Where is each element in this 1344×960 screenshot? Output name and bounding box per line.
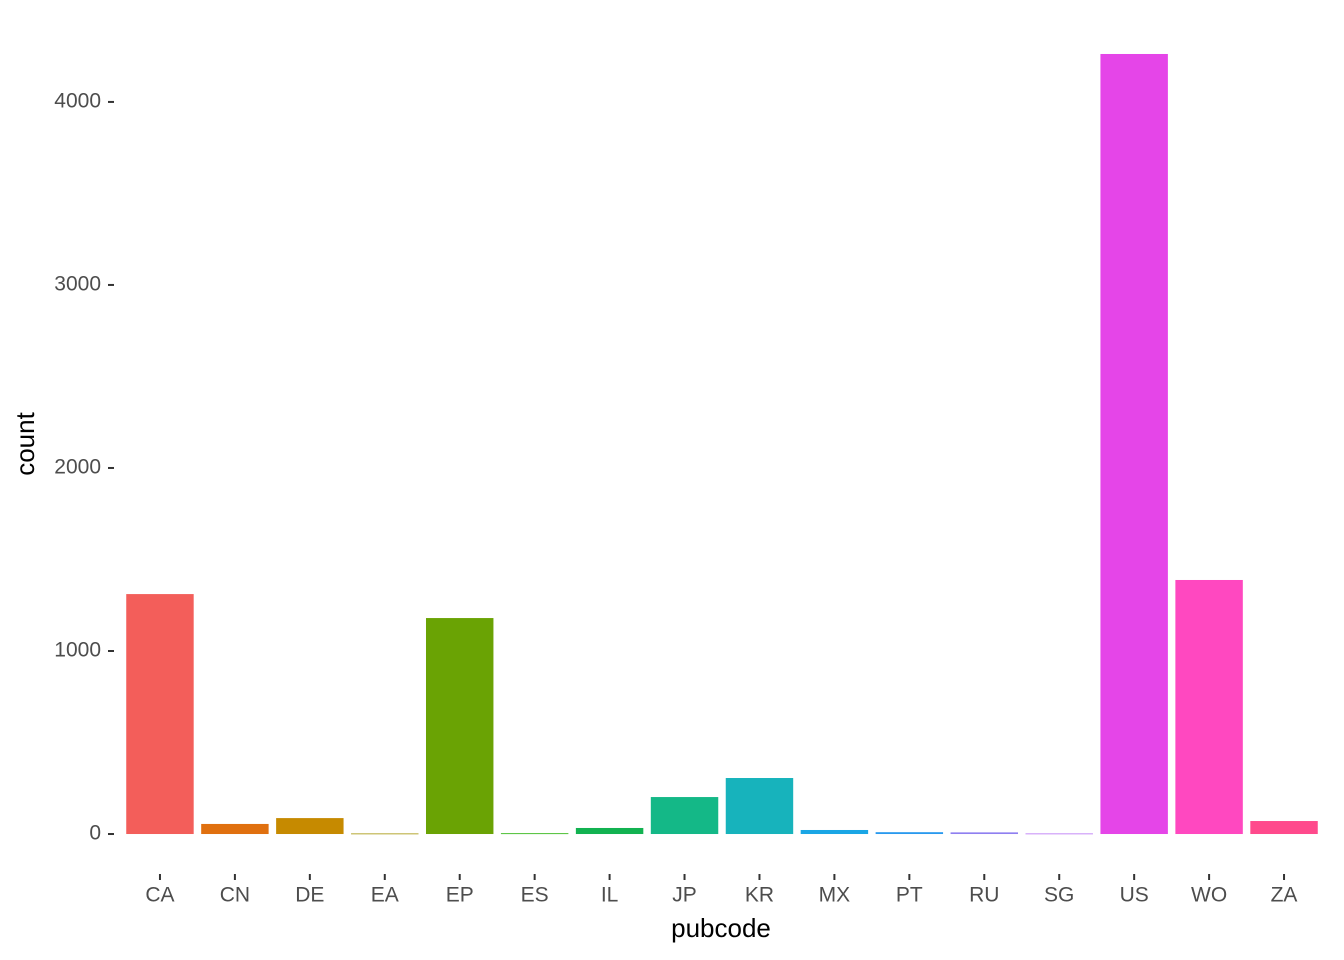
bar — [1100, 54, 1167, 834]
x-tick-label: CA — [145, 884, 174, 907]
x-tick-label: ZA — [1271, 884, 1298, 907]
x-tick-label: DE — [295, 884, 324, 907]
bar — [426, 618, 493, 834]
x-tick-label: ES — [521, 884, 549, 907]
y-tick-label: 1000 — [54, 639, 101, 662]
bar — [126, 594, 193, 834]
x-tick-label: RU — [969, 884, 999, 907]
y-tick-label: 0 — [89, 822, 101, 845]
x-tick-label: EP — [446, 884, 474, 907]
x-tick-label: SG — [1044, 884, 1074, 907]
x-tick-label: JP — [672, 884, 697, 907]
bar — [576, 828, 643, 834]
x-tick-label: IL — [601, 884, 619, 907]
y-axis-title: count — [10, 411, 40, 475]
bar — [651, 797, 718, 834]
bar — [1175, 580, 1242, 834]
x-tick-label: PT — [896, 884, 923, 907]
bar — [1026, 833, 1093, 834]
bar — [276, 818, 343, 834]
bar — [951, 832, 1018, 834]
x-axis-title: pubcode — [671, 913, 771, 943]
x-tick-label: WO — [1191, 884, 1227, 907]
bar — [1250, 821, 1317, 834]
y-tick-label: 2000 — [54, 456, 101, 479]
bar — [726, 778, 793, 834]
x-tick-label: MX — [819, 884, 851, 907]
bar — [201, 824, 268, 834]
bar — [501, 833, 568, 834]
bar — [876, 832, 943, 834]
bar — [801, 830, 868, 834]
x-tick-label: KR — [745, 884, 774, 907]
y-tick-label: 4000 — [54, 89, 101, 112]
y-tick-label: 3000 — [54, 273, 101, 296]
x-tick-label: US — [1120, 884, 1149, 907]
x-tick-label: CN — [220, 884, 250, 907]
x-tick-label: EA — [371, 884, 399, 907]
bar — [351, 833, 418, 834]
chart: pubcode count 0 1000 2000 3000 4000 CA CN DE EA E… — [0, 0, 1344, 960]
